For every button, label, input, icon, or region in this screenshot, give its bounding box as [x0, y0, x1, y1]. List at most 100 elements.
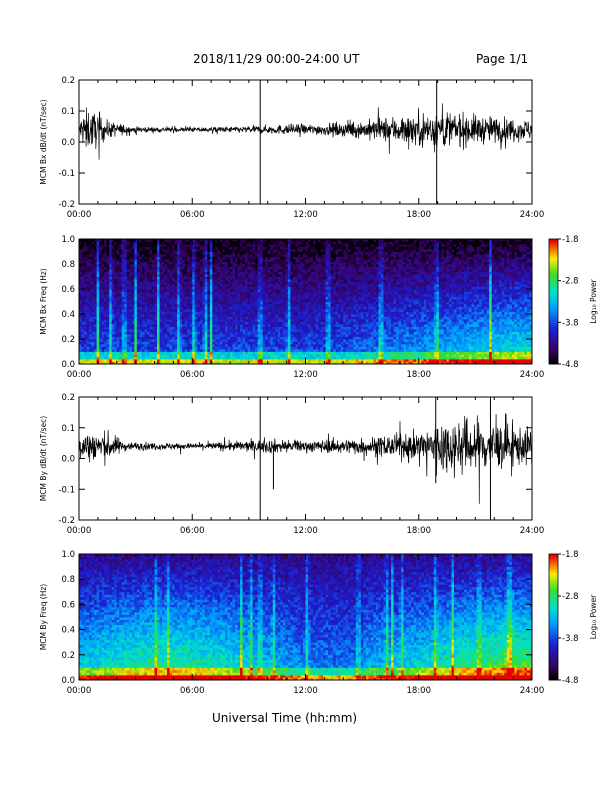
heatmap-cell: [111, 256, 115, 260]
heatmap-cell: [187, 254, 191, 257]
heatmap-cell: [245, 339, 249, 342]
heatmap-cell: [300, 339, 304, 342]
heatmap-cell: [162, 274, 165, 277]
heatmap-cell: [136, 344, 140, 347]
heatmap-cell: [184, 299, 188, 302]
heatmap-cell: [79, 249, 82, 252]
heatmap-cell: [172, 291, 176, 295]
heatmap-cell: [126, 246, 130, 250]
heatmap-cell: [197, 319, 201, 322]
heatmap-cell: [277, 346, 281, 350]
heatmap-cell: [141, 326, 145, 330]
heatmap-cell: [245, 274, 249, 277]
heatmap-cell: [232, 341, 236, 345]
heatmap-cell: [91, 269, 95, 272]
heatmap-cell: [182, 269, 186, 272]
heatmap-cell: [315, 309, 319, 312]
heatmap-cell: [209, 349, 213, 352]
heatmap-cell: [146, 294, 150, 297]
heatmap-cell: [114, 354, 118, 357]
heatmap-cell: [315, 254, 319, 257]
heatmap-cell: [222, 336, 226, 340]
heatmap-cell: [212, 276, 216, 280]
heatmap-cell: [222, 344, 226, 347]
heatmap-cell: [184, 324, 188, 327]
heatmap-cell: [257, 359, 261, 362]
heatmap-cell: [184, 264, 188, 267]
heatmap-cell: [222, 274, 226, 277]
heatmap-cell: [245, 311, 249, 315]
heatmap-cell: [79, 304, 82, 307]
heatmap-cell: [265, 239, 269, 242]
heatmap-cell: [224, 319, 228, 322]
heatmap-cell: [131, 276, 135, 280]
heatmap-cell: [315, 241, 319, 245]
heatmap-cell: [272, 286, 276, 290]
heatmap-cell: [169, 264, 173, 267]
heatmap-cell: [189, 294, 193, 297]
heatmap-cell: [94, 254, 98, 257]
heatmap-cell: [270, 254, 274, 257]
heatmap-cell: [136, 291, 140, 295]
heatmap-cell: [121, 284, 125, 287]
heatmap-cell: [104, 339, 108, 342]
heatmap-cell: [240, 294, 243, 297]
heatmap-cell: [232, 361, 236, 365]
heatmap-cell: [154, 269, 158, 272]
heatmap-cell: [285, 294, 289, 297]
heatmap-cell: [84, 316, 87, 320]
heatmap-cell: [157, 271, 160, 275]
heatmap-cell: [260, 316, 264, 320]
heatmap-cell: [237, 341, 241, 345]
heatmap-cell: [277, 284, 281, 287]
heatmap-cell: [247, 296, 251, 300]
heatmap-cell: [96, 314, 100, 317]
heatmap-cell: [310, 244, 314, 247]
heatmap-cell: [217, 254, 221, 257]
heatmap-cell: [318, 289, 321, 292]
heatmap-cell: [240, 349, 243, 352]
heatmap-cell: [199, 319, 203, 322]
heatmap-cell: [318, 244, 321, 247]
heatmap-cell: [235, 351, 238, 355]
heatmap-cell: [214, 294, 218, 297]
heatmap-cell: [167, 311, 170, 315]
heatmap-cell: [232, 246, 236, 250]
heatmap-cell: [86, 264, 90, 267]
heatmap-cell: [99, 356, 103, 360]
heatmap-cell: [222, 254, 226, 257]
heatmap-cell: [91, 316, 95, 320]
heatmap-cell: [214, 346, 218, 350]
heatmap-cell: [272, 244, 276, 247]
heatmap-cell: [245, 271, 249, 275]
heatmap-cell: [270, 259, 274, 262]
heatmap-cell: [270, 291, 274, 295]
heatmap-cell: [267, 256, 271, 260]
heatmap-cell: [177, 284, 181, 287]
heatmap-cell: [204, 269, 208, 272]
heatmap-cell: [121, 271, 125, 275]
heatmap-cell: [184, 339, 188, 342]
heatmap-cell: [106, 256, 110, 260]
heatmap-cell: [94, 251, 98, 255]
heatmap-cell: [179, 299, 183, 302]
heatmap-cell: [315, 279, 319, 282]
heatmap-cell: [172, 286, 176, 290]
heatmap-cell: [172, 349, 176, 352]
heatmap-cell: [141, 291, 145, 295]
heatmap-cell: [240, 296, 243, 300]
heatmap-cell: [119, 341, 123, 345]
heatmap-cell: [272, 256, 276, 260]
heatmap-cell: [121, 306, 125, 310]
heatmap-cell: [111, 319, 115, 322]
heatmap-cell: [169, 329, 173, 332]
heatmap-cell: [89, 326, 92, 330]
heatmap-cell: [96, 246, 100, 250]
heatmap-cell: [202, 276, 206, 280]
heatmap-cell: [207, 289, 211, 292]
heatmap-cell: [84, 241, 87, 245]
heatmap-cell: [84, 289, 87, 292]
heatmap-cell: [101, 334, 105, 337]
heatmap-cell: [164, 316, 168, 320]
heatmap-cell: [184, 239, 188, 242]
